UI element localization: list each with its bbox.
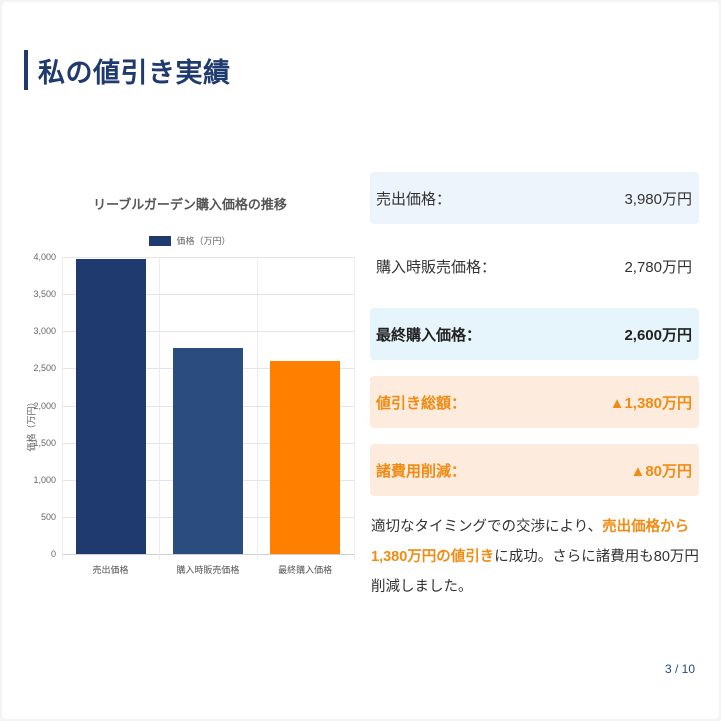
bar-1[interactable] <box>75 258 146 554</box>
gridline <box>62 294 354 296</box>
stat-value: 3,980万円 <box>624 190 692 208</box>
title-block: 私の値引き実績 <box>24 49 231 91</box>
chart-legend[interactable]: 価格（万円） <box>20 234 360 247</box>
stat-final-price: 最終購入価格： 2,600万円 <box>370 308 699 360</box>
stats-list: 売出価格： 3,980万円 購入時販売価格： 2,780万円 最終購入価格： 2… <box>370 172 699 512</box>
vertical-gridline <box>354 257 355 560</box>
bar-3[interactable] <box>270 360 341 554</box>
gridline <box>62 257 354 258</box>
stat-label: 諸費用削減： <box>376 462 467 480</box>
desc-part2: に成功。さらに諸費用も80万円削減しました。 <box>371 549 699 595</box>
stat-value: 2,780万円 <box>624 258 692 276</box>
page-title: 私の値引き実績 <box>38 57 231 88</box>
y-tick-label: 3,000 <box>33 326 56 337</box>
vertical-gridline <box>62 257 63 560</box>
stat-label: 値引き総額： <box>376 394 467 412</box>
stat-label: 最終購入価格： <box>376 326 482 344</box>
chart-title: リーブルガーデン購入価格の推移 <box>93 197 287 212</box>
y-tick-label: 0 <box>50 549 56 559</box>
stat-fee-reduction: 諸費用削減： ▲80万円 <box>370 444 699 496</box>
stat-value: ▲80万円 <box>630 462 692 480</box>
stat-value: ▲1,380万円 <box>609 394 692 412</box>
vertical-gridline <box>256 257 258 560</box>
page-indicator: 3 / 10 <box>664 662 695 676</box>
y-tick-label: 500 <box>40 511 56 522</box>
legend-label: 価格（万円） <box>176 236 231 246</box>
gridline <box>62 331 354 333</box>
y-tick-label: 2,500 <box>33 363 56 374</box>
gridline <box>62 554 354 555</box>
y-tick-label: 1,500 <box>33 437 56 448</box>
desc-highlight: 売出価格から1,380万円の値引き <box>371 519 690 565</box>
stat-value: 2,600万円 <box>624 326 692 344</box>
title-accent-bar <box>24 50 28 90</box>
stat-sale-price: 購入時販売価格： 2,780万円 <box>370 240 699 292</box>
bar-chart: リーブルガーデン購入価格の推移 価格（万円） 価格（万円） 4,000 3,500… <box>20 182 360 582</box>
stat-label: 購入時販売価格： <box>376 258 497 276</box>
stat-list-price: 売出価格： 3,980万円 <box>370 172 699 224</box>
x-tick-label: 購入時販売価格 <box>176 565 240 575</box>
legend-swatch <box>149 235 172 246</box>
x-tick-label: 最終購入価格 <box>278 565 333 575</box>
vertical-gridline <box>159 257 161 560</box>
description-text: 適切なタイミングでの交渉により、売出価格から1,380万円の値引きに成功。さらに… <box>371 512 701 602</box>
desc-part1: 適切なタイミングでの交渉により、 <box>371 519 603 535</box>
bar-2[interactable] <box>173 347 243 554</box>
y-tick-label: 1,000 <box>33 474 56 485</box>
stat-total-discount: 値引き総額： ▲1,380万円 <box>370 376 699 428</box>
y-tick-label: 3,500 <box>33 289 56 300</box>
plot-area: 4,000 3,500 3,000 2,500 2,000 1,500 1,000 500 0 売… <box>33 252 355 575</box>
y-tick-label: 2,000 <box>33 400 56 411</box>
stat-label: 売出価格： <box>376 190 452 208</box>
x-tick-label: 売出価格 <box>92 565 129 575</box>
y-tick-label: 4,000 <box>33 252 56 262</box>
